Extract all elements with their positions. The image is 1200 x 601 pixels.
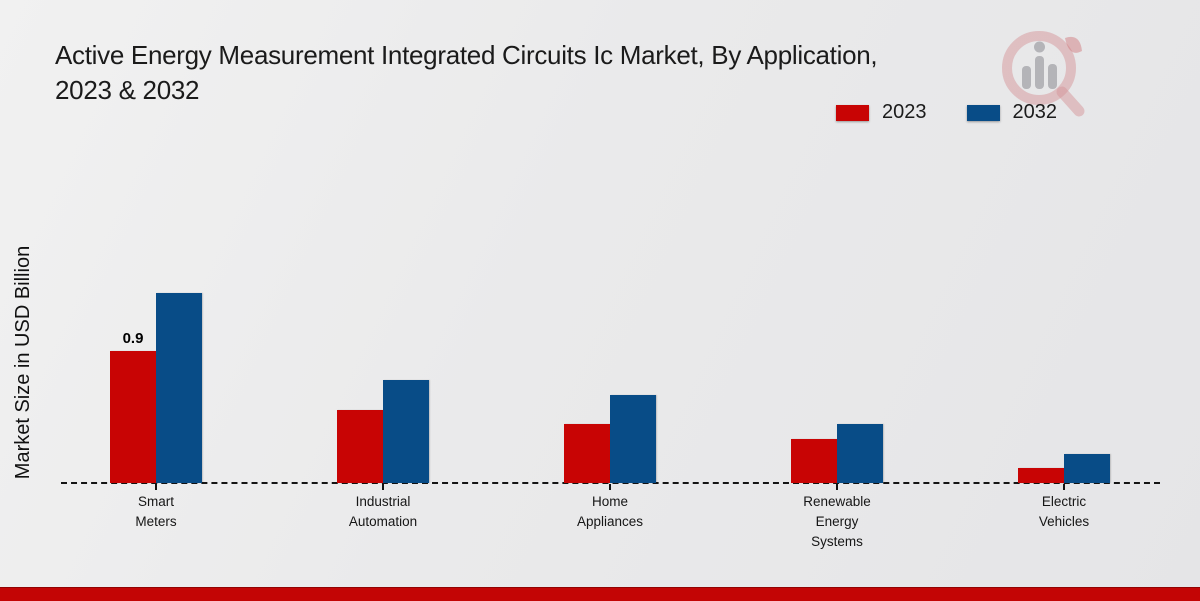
legend-swatch-2032 bbox=[966, 104, 1000, 121]
bar-2032-smart-meters bbox=[156, 293, 202, 483]
category-label-industrial-automation: Industrial Automation bbox=[348, 494, 418, 529]
legend-label-2032: 2032 bbox=[1012, 101, 1058, 123]
bar-2032-industrial-automation bbox=[383, 380, 429, 483]
bar-2023-smart-meters bbox=[110, 351, 156, 483]
axis-tick-industrial-automation bbox=[382, 484, 384, 490]
legend-swatch-2023 bbox=[836, 104, 869, 121]
category-label-smart-meters: Smart Meters bbox=[135, 494, 177, 529]
category-label-electric-vehicles: Electric Vehicles bbox=[1038, 494, 1090, 529]
axis-tick-renewable-energy-systems bbox=[836, 484, 838, 490]
legend-label-2023: 2023 bbox=[882, 101, 927, 123]
category-label-home-appliances: Home Appliances bbox=[576, 494, 644, 529]
bar-2023-electric-vehicles bbox=[1018, 468, 1064, 483]
axis-tick-home-appliances bbox=[609, 484, 611, 490]
bar-value-label-smart-meters-2023: 0.9 bbox=[122, 330, 144, 347]
bar-2032-home-appliances bbox=[610, 395, 656, 483]
bar-2023-industrial-automation bbox=[337, 410, 383, 483]
legend: 2023 2032 bbox=[836, 101, 1057, 124]
footer-accent-bar bbox=[0, 587, 1200, 601]
bar-2023-renewable-energy-systems bbox=[791, 439, 837, 483]
bar-2032-electric-vehicles bbox=[1064, 454, 1110, 483]
page-title: Active Energy Measurement Integrated Cir… bbox=[55, 38, 878, 108]
magnifier-bar-chart-icon bbox=[1002, 31, 1085, 117]
legend-item-2023: 2023 bbox=[836, 101, 927, 124]
category-label-renewable-energy-systems: Renewable Energy Systems bbox=[803, 494, 871, 549]
axis-tick-smart-meters bbox=[155, 484, 157, 490]
x-axis-baseline bbox=[61, 482, 1160, 484]
page-title-line1: Active Energy Measurement Integrated Cir… bbox=[55, 40, 878, 70]
page-title-line2: 2023 & 2032 bbox=[55, 75, 200, 105]
bar-2032-renewable-energy-systems bbox=[837, 424, 883, 483]
axis-tick-electric-vehicles bbox=[1063, 484, 1065, 490]
legend-item-2032: 2032 bbox=[966, 101, 1058, 124]
bar-2023-home-appliances bbox=[564, 424, 610, 483]
